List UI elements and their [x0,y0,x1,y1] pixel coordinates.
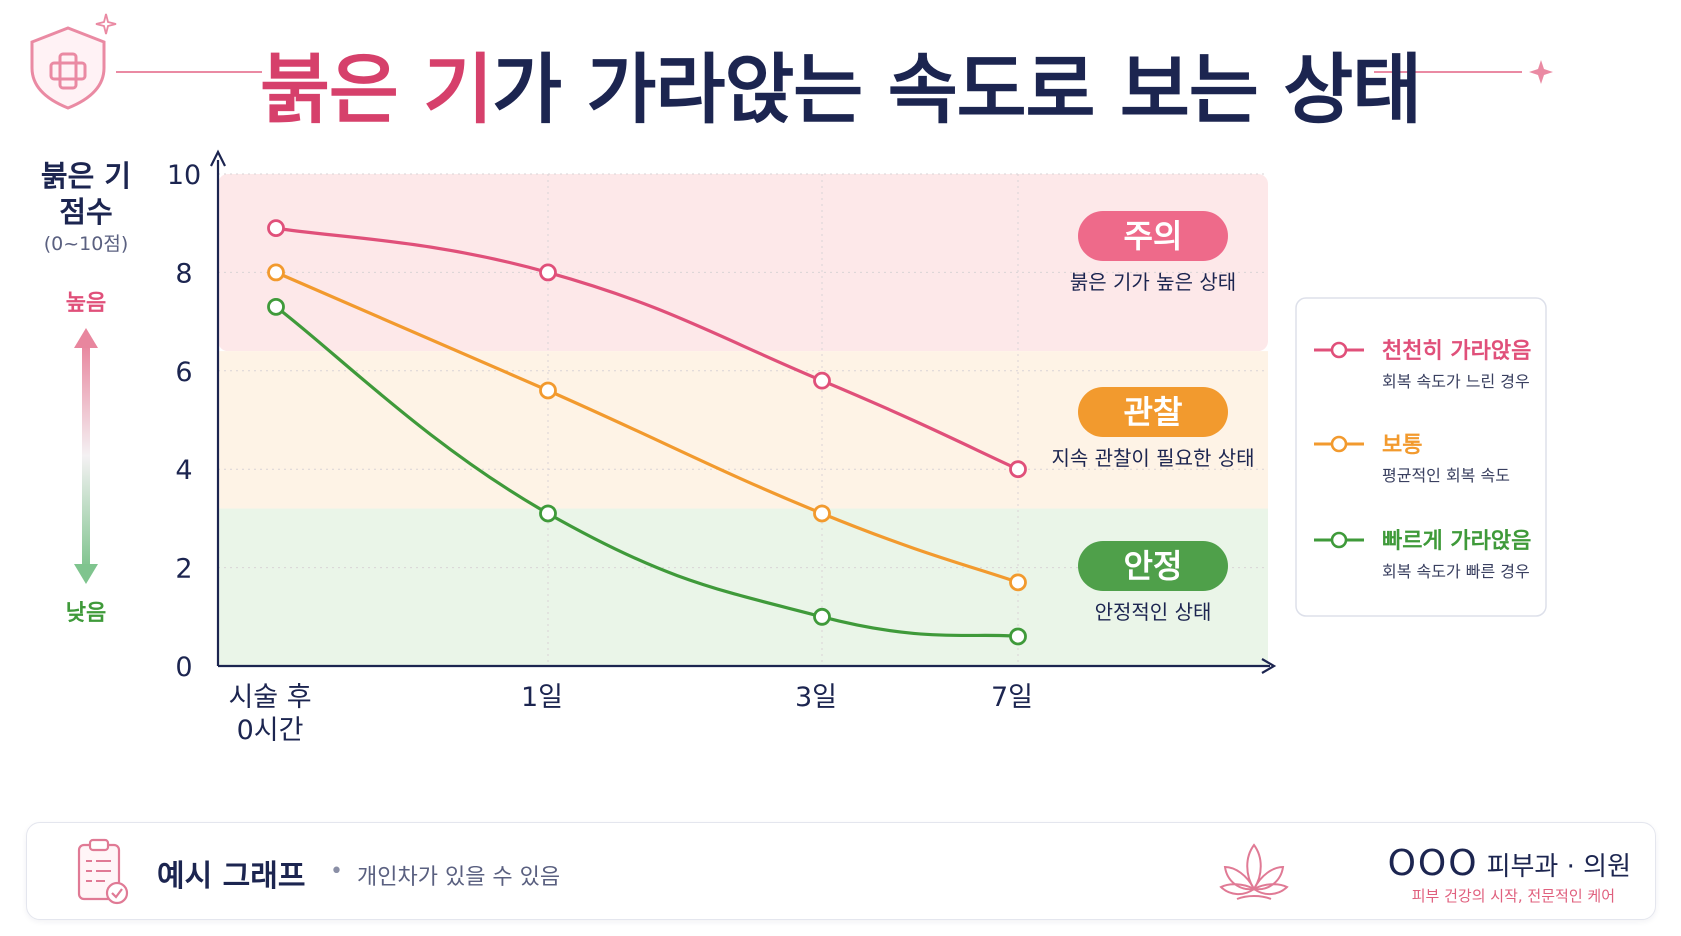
sparkle-icon [1529,60,1553,84]
y-tick-label: 6 [175,357,192,388]
y-tick-label: 4 [175,455,192,486]
high-low-arrow-icon [74,328,98,584]
y-tick-label: 10 [167,160,201,191]
y-axis-title-line2: 점수 [59,195,112,229]
zone-desc: 지속 관찰이 필요한 상태 [1051,446,1254,470]
clinic-name: OOO 피부과 · 의원 [1388,843,1631,884]
data-point [1009,627,1027,646]
data-point [1009,460,1027,479]
x-tick-label: 1일 [521,682,563,713]
data-point [539,381,557,400]
series-2 [267,263,1027,592]
series-line [275,270,1019,584]
y-axis-title-line1: 붉은 기 [41,159,131,193]
footer-note: 개인차가 있을 수 있음 [357,865,561,890]
x-tick-labels: 시술 후 0시간 1일 3일 7일 [228,682,1033,746]
clipboard-check-icon [77,838,129,905]
series-line [275,305,1019,639]
x-axis-arrow-icon [1261,658,1277,674]
page-title: 붉은 기가 가라앉는 속도로 보는 상태 [0,28,1681,138]
y-tick-labels: 0 2 4 6 8 10 [167,160,201,683]
shield-plus-icon [30,26,106,110]
clinic-name-main: OOO [1387,843,1479,884]
y-axis-range: (0~10점) [44,233,129,255]
zone-badge [1078,541,1228,591]
legend-desc: 평균적인 회복 속도 [1382,466,1510,485]
zone-badge-text: 관찰 [1124,393,1183,431]
footer-card: 예시 그래프 • 개인차가 있을 수 있음 OOO 피부과 · 의원 피부 건강의… [26,822,1656,920]
title-rest: 가 가라앉는 속도로 보는 상태 [492,45,1422,134]
legend-name: 천천히 가라앉음 [1382,339,1531,364]
x-tick-label: 3일 [795,682,837,713]
footer-bullet: • [330,859,343,884]
y-tick-label: 8 [175,258,192,289]
data-point [813,504,831,523]
series-3 [267,297,1027,646]
legend-name: 보통 [1382,433,1422,458]
sparkle-icon [95,13,117,35]
axes [210,149,1277,674]
legend-desc: 회복 속도가 빠른 경우 [1382,562,1530,581]
clinic-name-suffix: 피부과 · 의원 [1486,852,1631,882]
title-area: 붉은 기가 가라앉는 속도로 보는 상태 [0,0,1681,150]
high-label: 높음 [66,291,106,316]
series-line [275,226,1019,471]
data-point [813,371,831,390]
zone-desc: 안정적인 상태 [1095,600,1212,624]
clinic-tagline: 피부 건강의 시작, 전문적인 케어 [1411,887,1615,905]
data-point [267,263,285,282]
zone-badge-text: 주의 [1124,217,1183,255]
x-tick-label: 7일 [991,682,1033,713]
data-point [267,219,285,238]
y-tick-label: 2 [175,554,192,585]
zone-band [218,174,1268,352]
legend-marker [1330,341,1348,359]
data-point [267,297,285,316]
grid [218,173,1268,666]
zone-badge [1078,387,1228,437]
series-1 [267,219,1027,479]
x-tick-label: 시술 후 0시간 [228,682,311,746]
zone-badge-text: 안정 [1124,547,1183,585]
data-point [539,263,557,282]
y-tick-label: 0 [175,652,192,683]
data-point [539,504,557,523]
zone-badge [1078,211,1228,261]
title-highlight: 붉은 기 [259,45,493,134]
zone-desc: 붉은 기가 높은 상태 [1070,270,1236,294]
legend-marker [1330,531,1348,549]
data-point [813,607,831,626]
legend-marker [1330,435,1348,453]
low-label: 낮음 [66,601,106,626]
y-axis-arrow-icon [210,149,226,167]
lotus-logo-icon [1219,843,1289,900]
legend-name: 빠르게 가라앉음 [1382,529,1531,554]
legend-desc: 회복 속도가 느린 경우 [1382,372,1530,391]
data-point [1009,573,1027,592]
series [267,219,1027,646]
title-decoration [30,13,1553,110]
footer-title: 예시 그래프 [157,859,306,894]
